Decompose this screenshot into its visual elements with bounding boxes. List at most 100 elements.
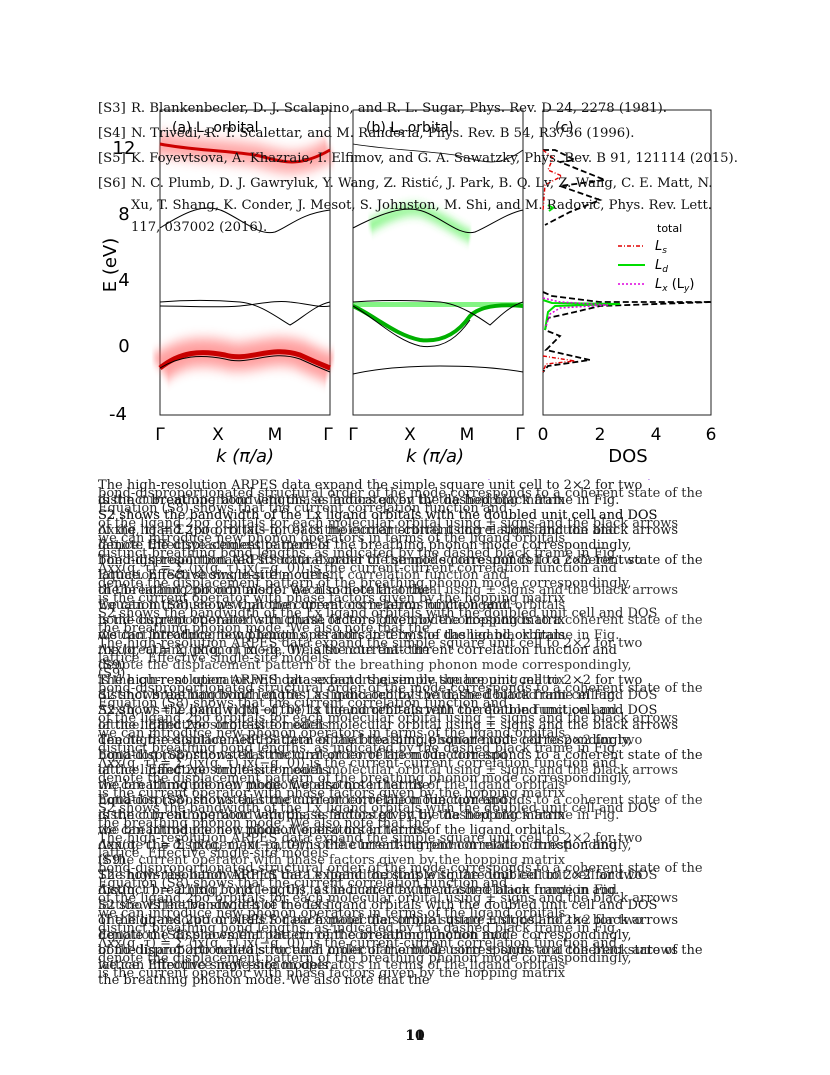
body-line: S2 shows the bandwidth of the Lx ligand … — [98, 801, 658, 816]
body-line: distinct breathing bond lengths, as indi… — [98, 741, 620, 756]
reference-list: [S3] R. Blankenbecler, D. J. Scalapino, … — [98, 98, 738, 242]
band-line — [352, 143, 524, 163]
body-line: we can introduce new phonon operators in… — [98, 958, 566, 973]
body-line: lattice. Effective single-site models — [98, 846, 329, 861]
body-line: The high-resolution ARPES data expand th… — [98, 913, 643, 928]
panel-b-title: (b) Ls orbital — [366, 120, 453, 138]
ls-band-high — [159, 142, 331, 164]
body-line: denote the displacement pattern of the b… — [98, 951, 632, 966]
body-line: is the current operator with phase facto… — [98, 853, 566, 868]
x-axis-label: k (π/a) — [216, 446, 274, 467]
body-line: bond-disproportionated structural order … — [98, 943, 703, 958]
body-line: The high-resolution ARPES data expand th… — [98, 868, 643, 883]
band-line — [352, 208, 524, 234]
body-line: the breathing phonon mode. We also note … — [98, 583, 430, 598]
body-line: we can introduce new phonon operators in… — [98, 598, 566, 613]
body-line: lattice. Effective single-site models — [98, 538, 329, 553]
page-number-b: 11 — [405, 1028, 425, 1044]
body-line: of the ligand 2pσ orbitals for each mole… — [98, 516, 679, 531]
body-line: is the current operator with phase facto… — [98, 591, 566, 606]
dos-total-curve — [543, 149, 609, 226]
body-line: bond-disproportionated structural order … — [98, 861, 703, 876]
body-line: Λxx(q, τ) = Σ ⟨jx(q, τ) jx(−q, 0)⟩ is th… — [98, 561, 617, 576]
body-line: denote the displacement pattern of the b… — [98, 733, 632, 748]
reference-tag: [S6] — [98, 176, 126, 191]
body-line: we can introduce new phonon operators in… — [98, 628, 566, 643]
y-tick-label: 12 — [113, 138, 136, 159]
y-tick-label: -4 — [109, 404, 127, 425]
body-line: of the ligand 2pσ orbitals for each mole… — [98, 913, 679, 928]
dos-ld-curve — [542, 299, 621, 331]
body-line: denote the displacement pattern of the b… — [98, 576, 632, 591]
body-line: Λxx(q, τ) = Σ ⟨jx(q, τ) jx(−q, 0)⟩ is th… — [98, 756, 617, 771]
legend-total-label: total — [657, 222, 682, 235]
body-line: distinct breathing bond lengths, as indi… — [98, 546, 620, 561]
body-line: Λxx(q, τ) = Σ ⟨jx(q, τ) jx(−q, 0)⟩ is th… — [98, 643, 617, 658]
ld-band — [352, 303, 524, 343]
reference-tag: [S4] — [98, 126, 126, 141]
body-line: Λxx(q, τ) = Σ ⟨jx(q, τ) jx(−q, 0)⟩ is th… — [98, 936, 617, 951]
k-tick-gamma: Γ — [155, 425, 165, 445]
body-line: lattice. Effective single-site models — [98, 651, 329, 666]
body-line: the breathing phonon mode. We also note … — [98, 621, 430, 636]
panel-a: (a) Ls orbital 12 8 4 0 -4 E (eV) Γ X M … — [100, 109, 336, 467]
x-axis-label: k (π/a) — [406, 446, 464, 467]
body-line: Equation (S8) shows that the current cor… — [98, 501, 508, 516]
body-line: denote the displacement pattern of the b… — [98, 838, 632, 853]
body-line: denote the displacement pattern of the b… — [98, 928, 632, 943]
reference-text: N. C. Plumb, D. J. Gawryluk, Y. Wang, Z.… — [131, 176, 713, 235]
dos-tick-label: 2 — [595, 425, 606, 445]
legend-ld-label: Ld — [655, 258, 668, 275]
panel-c: (c) total Ls Ld Lx (Ly) 0 2 4 6 DOS — [538, 109, 716, 467]
body-line: lattice. Effective single-site models — [98, 718, 329, 733]
body-line: is the current operator with phase facto… — [98, 786, 566, 801]
k-tick-m: M — [460, 425, 475, 445]
body-line: lattice. Effective single-site models — [98, 763, 329, 778]
ls-band-low — [158, 349, 331, 371]
body-line: is the current operator with phase facto… — [98, 493, 566, 508]
body-line: Λxx(q, τ) = Σ ⟨jx(q, τ) jx(−q, 0)⟩ is th… — [98, 523, 617, 538]
body-line: (S9) — [98, 853, 126, 868]
k-tick-x: X — [404, 425, 416, 445]
dos-tick-label: 0 — [538, 425, 549, 445]
body-line: distinct breathing bond lengths, as indi… — [98, 921, 620, 936]
body-line: is the current operator with phase facto… — [98, 808, 566, 823]
reference-s4: [S4] N. Trivedi, R. T. Scalettar, and M.… — [98, 123, 738, 145]
body-line: bond-disproportionated structural order … — [98, 748, 703, 763]
body-line: Equation (S8) shows that the current cor… — [98, 696, 508, 711]
body-line: (S9) — [98, 666, 126, 681]
body-line: we can introduce new phonon operators in… — [98, 726, 566, 741]
body-line: the breathing phonon mode. We also note … — [98, 973, 430, 988]
band-line — [159, 301, 331, 308]
body-line: S2 shows the bandwidth of the Lx ligand … — [98, 868, 658, 883]
body-line: bond-disproportionated structural order … — [98, 681, 703, 696]
body-line: The high-resolution ARPES data expand th… — [98, 636, 643, 651]
body-line: lattice. Effective single-site models — [98, 898, 329, 913]
dos-ld-curve — [547, 204, 555, 212]
body-line: Equation (S8) shows that the current cor… — [98, 928, 508, 943]
panel-b-frame — [352, 109, 524, 416]
body-line: the breathing phonon mode. We also note … — [98, 816, 430, 831]
legend-lx-label: Lx (Ly) — [655, 277, 694, 294]
body-line: denote the displacement pattern of the b… — [98, 771, 632, 786]
body-line: S2 shows the bandwidth of the Lx ligand … — [98, 508, 658, 523]
body-line: denote the displacement pattern of the b… — [98, 658, 632, 673]
body-line: of the ligand 2pσ orbitals for each mole… — [98, 763, 679, 778]
legend-ls-label: Ls — [655, 239, 667, 256]
k-tick-gamma: Γ — [323, 425, 333, 445]
body-line: is the current operator with phase facto… — [98, 673, 566, 688]
body-line: bond-disproportionated structural order … — [98, 793, 703, 808]
dos-axis-label: DOS — [608, 446, 647, 467]
body-line: The high-resolution ARPES data expand th… — [98, 733, 643, 748]
band-line — [159, 207, 331, 234]
body-line: we can introduce new phonon operators in… — [98, 778, 566, 793]
reference-text: R. Blankenbecler, D. J. Scalapino, and R… — [131, 101, 667, 116]
body-line: denote the displacement pattern of the b… — [98, 538, 632, 553]
body-line: Equation (S8) shows that the current cor… — [98, 793, 508, 808]
band-structure-figure: (a) Ls orbital 12 8 4 0 -4 E (eV) Γ X M … — [100, 109, 716, 480]
body-line: (S9) — [98, 658, 126, 673]
body-line: is the current operator with phase facto… — [98, 966, 566, 981]
band-line — [352, 300, 524, 326]
reference-s3: [S3] R. Blankenbecler, D. J. Scalapino, … — [98, 98, 738, 120]
body-line: is the current operator with phase facto… — [98, 613, 566, 628]
